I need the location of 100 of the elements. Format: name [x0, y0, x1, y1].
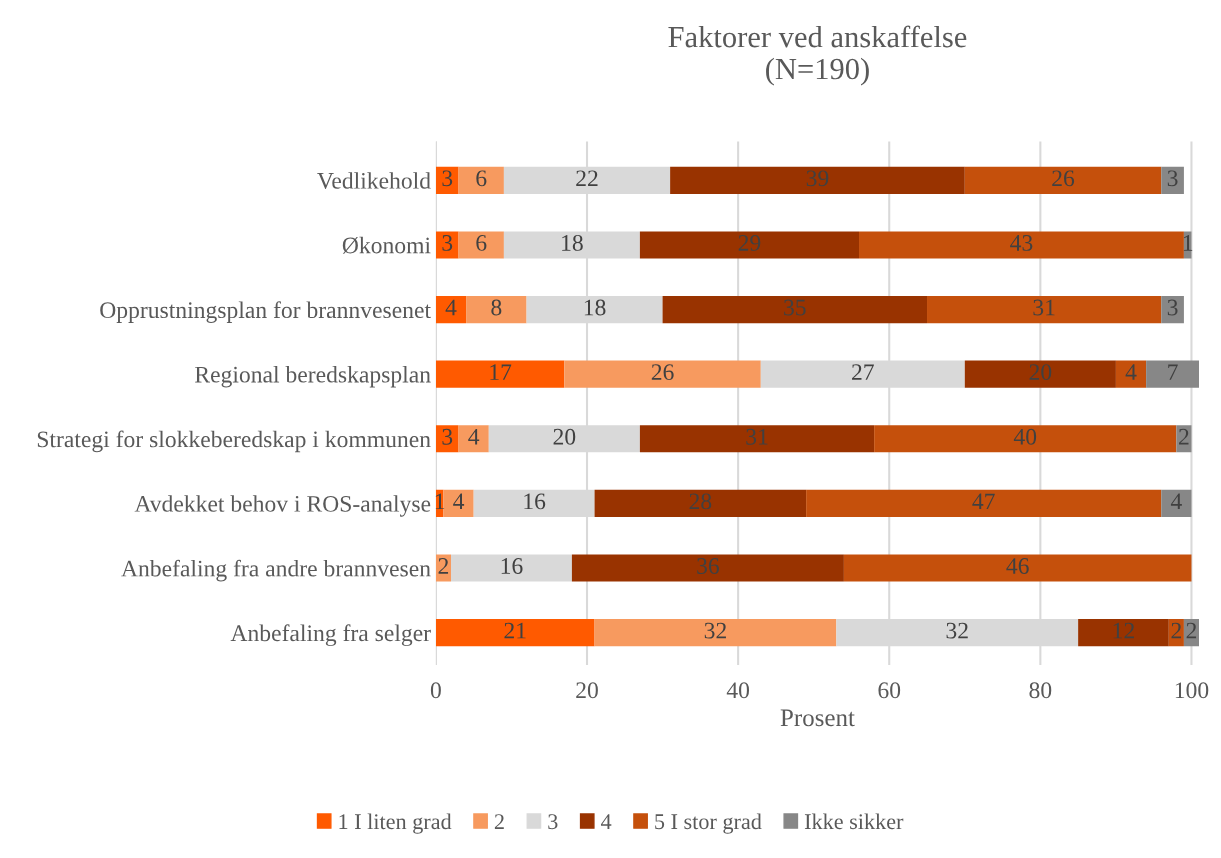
x-tick-label: 60 [878, 682, 901, 699]
y-tick-label: Vedlikehold [317, 172, 431, 189]
bar [451, 554, 572, 582]
bar [662, 296, 928, 324]
bar [670, 166, 965, 194]
data-label: 4 [468, 428, 480, 445]
bar [435, 425, 459, 453]
data-label: 6 [476, 170, 487, 187]
bar [1161, 166, 1184, 194]
bar [1146, 360, 1200, 388]
bar [458, 166, 504, 194]
data-label: 40 [1013, 428, 1037, 445]
data-label: 17 [490, 364, 512, 380]
data-label: 31 [1033, 299, 1055, 316]
bar [806, 489, 1162, 517]
bar [594, 619, 837, 647]
data-label: 3 [1167, 299, 1178, 316]
data-label: 31 [746, 428, 768, 445]
data-label: 46 [1006, 558, 1029, 574]
bar [435, 166, 459, 194]
bar [564, 360, 761, 388]
data-label: 20 [1029, 364, 1052, 381]
legend-label: 2 [494, 814, 504, 829]
y-tick-label: Opprustningsplan for brannvesenet [100, 301, 431, 323]
x-tick-label: 100 [1175, 682, 1209, 699]
bar [964, 360, 1116, 388]
data-label: 4 [1125, 364, 1137, 380]
bar [435, 619, 595, 647]
data-label: 7 [1168, 364, 1178, 380]
x-tick-label: 80 [1029, 682, 1052, 699]
y-tick-label: Anbefaling fra selger [230, 624, 431, 647]
data-label: 20 [553, 428, 576, 445]
data-label: 3 [1167, 170, 1178, 187]
data-label: 4 [1170, 493, 1182, 510]
bar [571, 554, 844, 582]
bar [874, 425, 1177, 453]
data-label: 3 [442, 428, 453, 445]
x-axis-title: Prosent [780, 709, 855, 727]
bar [435, 296, 467, 324]
data-label: 35 [784, 299, 806, 316]
chart-title: Faktorer ved anskaffelse (N=190) [668, 25, 967, 86]
legend-label: 4 [601, 814, 612, 829]
x-tick-label: 40 [726, 682, 750, 699]
data-label: 47 [972, 493, 995, 510]
bar [443, 489, 474, 517]
bar [859, 231, 1184, 259]
x-tick-label: 20 [576, 682, 598, 699]
bar [594, 489, 807, 517]
data-label: 22 [576, 170, 598, 187]
data-label: 26 [1052, 170, 1075, 187]
data-label: 18 [584, 299, 606, 316]
data-label: 12 [1113, 622, 1134, 639]
bar [964, 166, 1162, 194]
legend-label: 5 I stor grad [655, 813, 762, 834]
data-label: 43 [1010, 235, 1033, 251]
y-tick-label: Avdekket behov i ROS-analyse [134, 495, 431, 517]
data-label: 1 [1183, 235, 1193, 251]
data-label: 28 [689, 493, 712, 510]
y-tick-label: Økonomi [342, 236, 431, 254]
bar [458, 231, 504, 259]
data-label: 32 [946, 622, 968, 639]
data-label: 18 [562, 234, 583, 251]
bar [639, 231, 860, 259]
data-label: 3 [442, 170, 453, 187]
data-label: 32 [704, 622, 726, 639]
legend-label: 3 [548, 814, 558, 830]
bar [435, 231, 459, 259]
bar [1078, 619, 1169, 647]
data-label: 4 [445, 299, 457, 316]
data-label: 2 [1186, 622, 1197, 639]
bar [1115, 360, 1147, 388]
bar [639, 425, 875, 453]
y-tick-label: Anbefaling fra andre brannvesen [121, 559, 431, 582]
legend-label: Ikke sikker [804, 813, 904, 830]
x-tick-label: 0 [430, 682, 441, 699]
bar [1161, 296, 1184, 324]
data-label: 6 [476, 235, 487, 251]
y-tick-label: Strategi for slokkeberedskap i kommunen [37, 430, 431, 453]
data-label: 16 [501, 558, 523, 574]
bar [1161, 489, 1192, 517]
bar [927, 296, 1162, 324]
data-label: 39 [806, 170, 829, 187]
data-label: 16 [524, 493, 546, 510]
data-label: 2 [438, 558, 449, 574]
bar [435, 360, 565, 388]
data-label: 26 [651, 364, 674, 381]
data-label: 2 [1179, 428, 1189, 445]
data-label: 27 [852, 364, 874, 380]
data-label: 36 [697, 558, 719, 574]
bar [458, 425, 489, 453]
bar [466, 296, 527, 324]
legend-label: 1 I liten grad [339, 813, 452, 834]
data-label: 2 [1171, 622, 1181, 639]
data-label: 8 [491, 299, 502, 316]
data-label: 3 [442, 235, 453, 251]
bar [843, 554, 1192, 582]
data-label: 21 [504, 622, 526, 639]
data-label: 4 [453, 493, 465, 510]
data-label: 29 [738, 235, 761, 251]
y-tick-label: Regional beredskapsplan [195, 365, 431, 388]
